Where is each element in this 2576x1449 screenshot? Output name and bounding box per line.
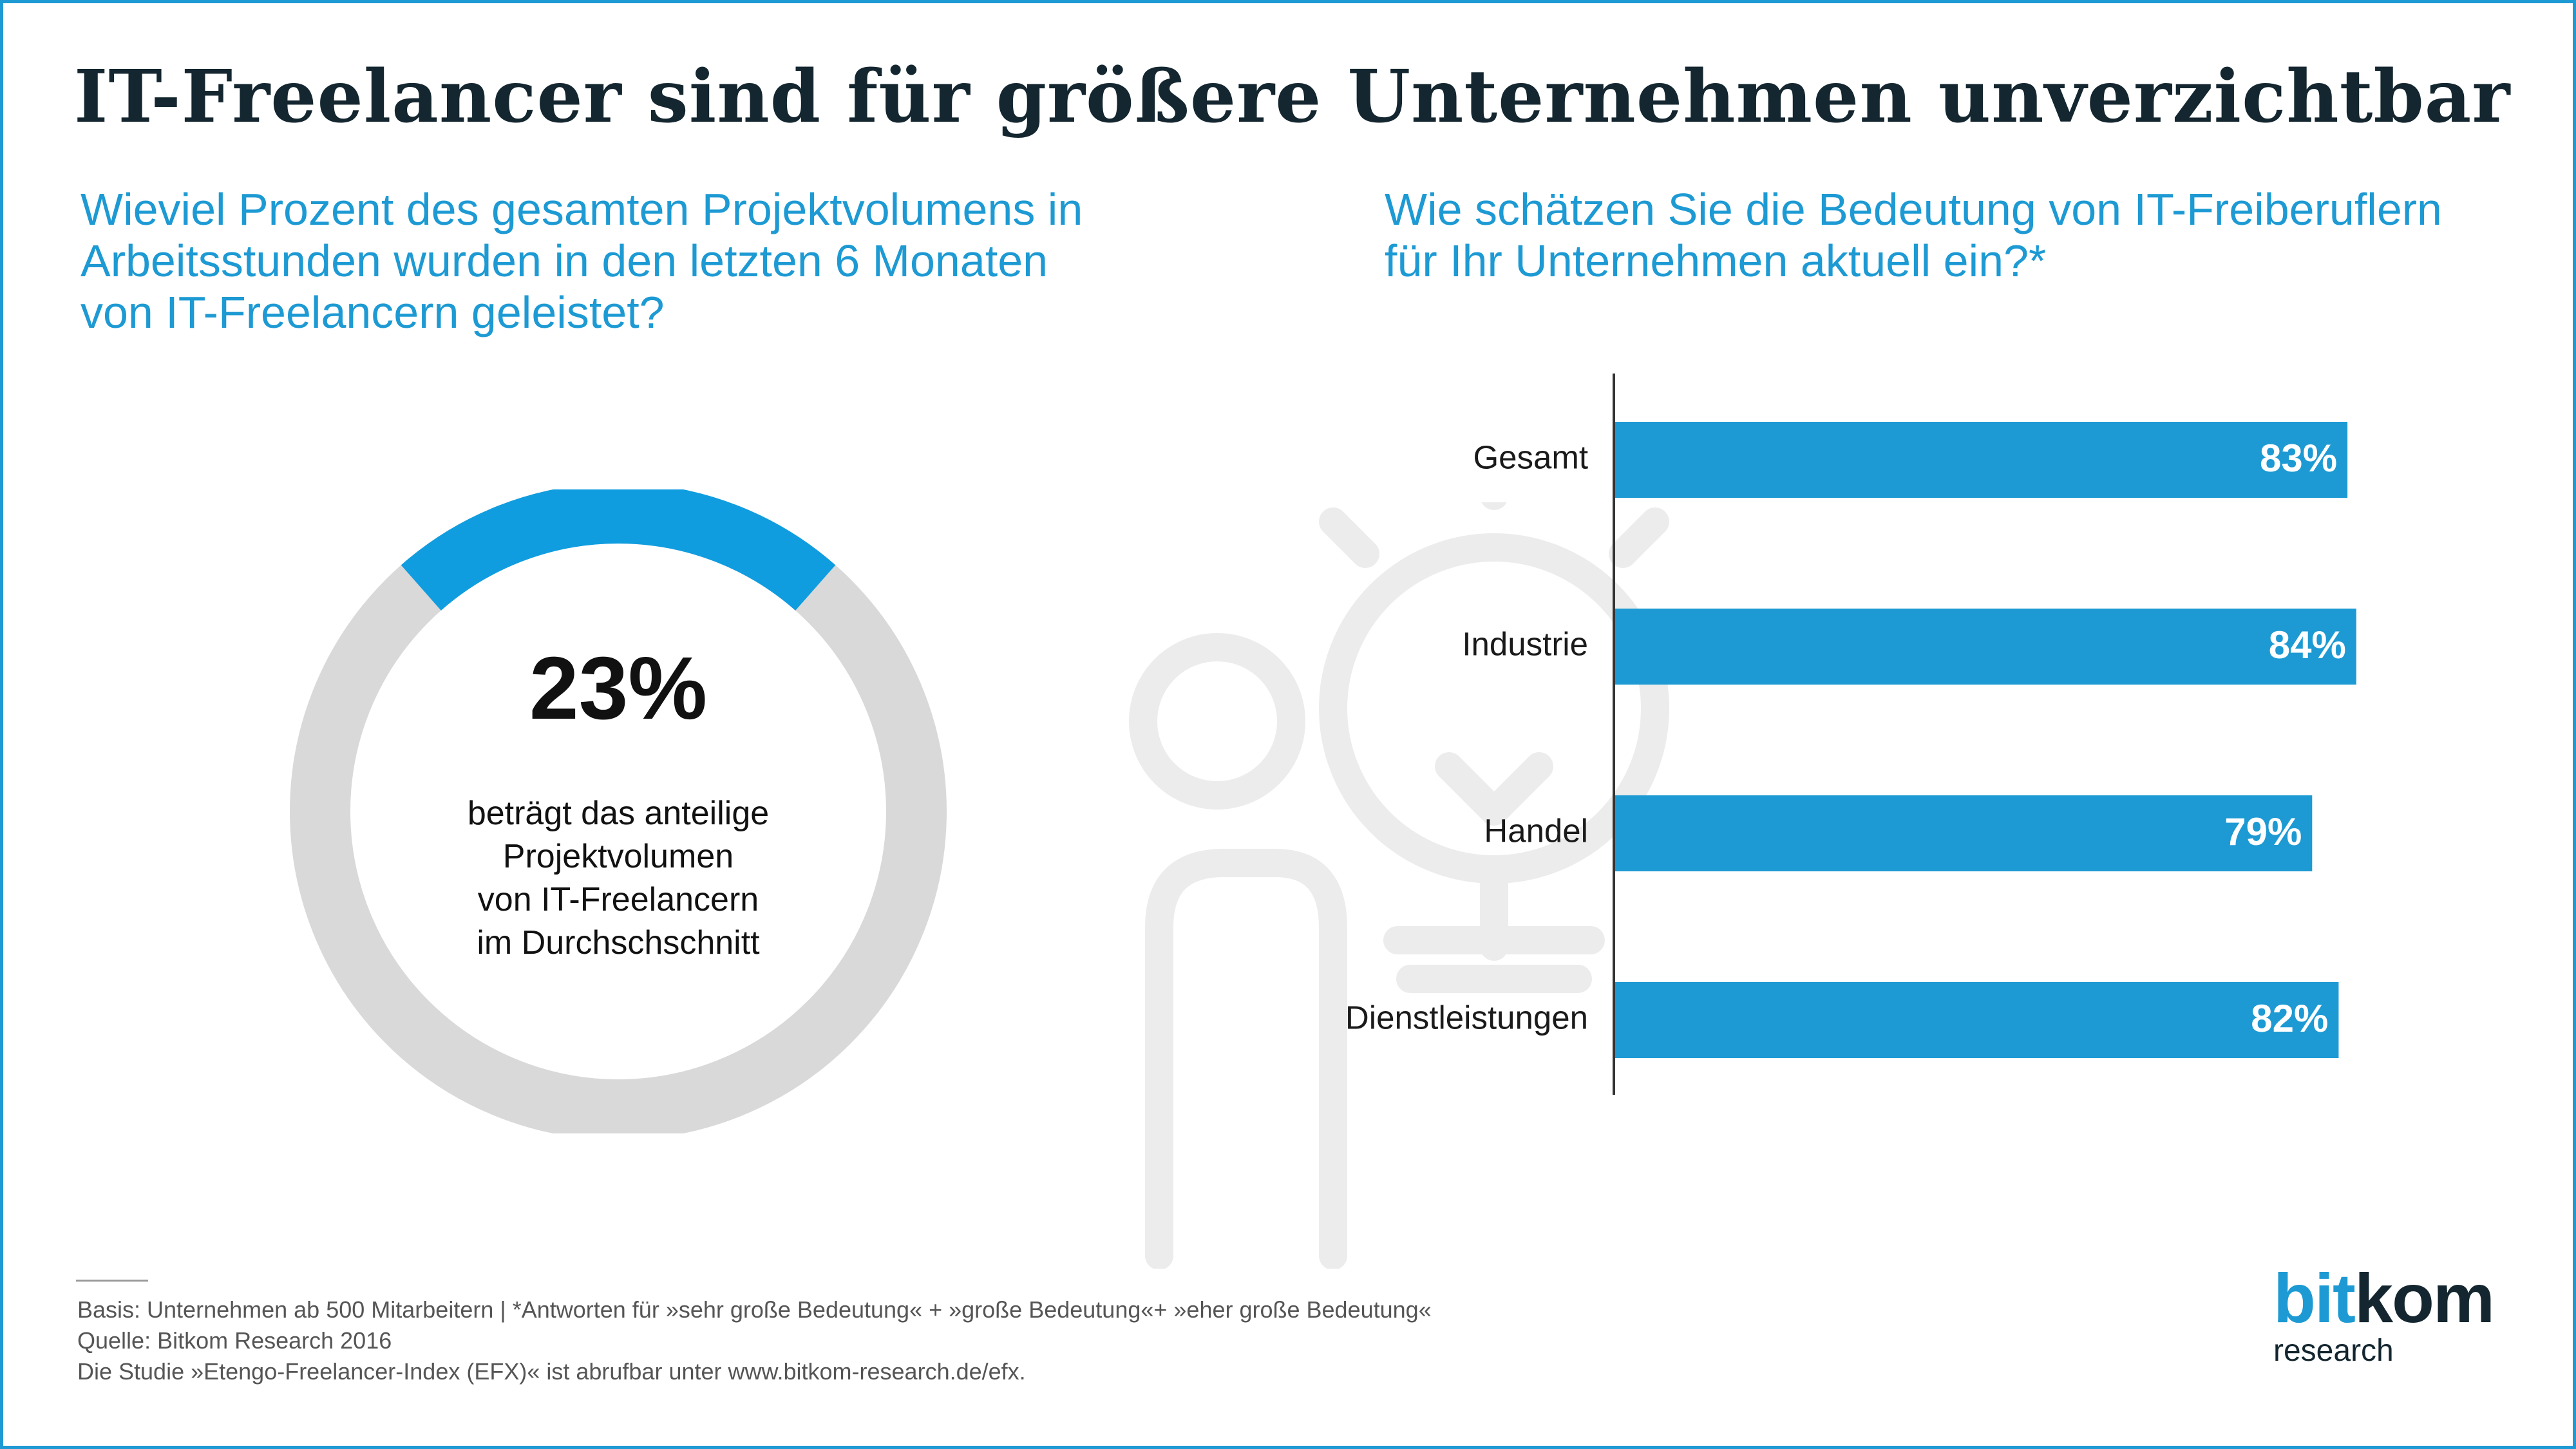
bar-category-label: Gesamt bbox=[1473, 439, 1588, 475]
donut-caption-line: beträgt das anteilige bbox=[467, 795, 770, 832]
bar-value-label: 79% bbox=[2224, 810, 2302, 853]
bar-handel bbox=[1615, 795, 2313, 871]
footer-rule bbox=[76, 1280, 148, 1282]
left-question-line: Arbeitsstunden wurden in den letzten 6 M… bbox=[80, 236, 1048, 286]
donut-caption-line: Projektvolumen bbox=[502, 838, 734, 875]
page-title: IT-Freelancer sind für größere Unternehm… bbox=[74, 55, 2511, 139]
bar-chart: Gesamt 83% Industrie 84% Handel 79% Dienstleis… bbox=[1345, 374, 2356, 1095]
logo-subtitle: research bbox=[2273, 1334, 2394, 1368]
footnote-study: Die Studie »Etengo-Freelancer-Index (EFX… bbox=[77, 1358, 1026, 1385]
footnote-basis: Basis: Unternehmen ab 500 Mitarbeitern |… bbox=[77, 1296, 1432, 1323]
right-question-line: für Ihr Unternehmen aktuell ein?* bbox=[1385, 236, 2047, 286]
donut-caption-line: im Durchschschnitt bbox=[477, 924, 760, 961]
bar-category-label: Handel bbox=[1484, 812, 1588, 849]
donut-caption: beträgt das anteilige Projektvolumen von… bbox=[393, 792, 844, 965]
bar-dienstleistungen bbox=[1615, 982, 2339, 1058]
left-question-line: von IT-Freelancern geleistet? bbox=[80, 287, 665, 337]
bar-category-label: Dienstleistungen bbox=[1345, 999, 1588, 1036]
donut-value-label: 23% bbox=[529, 639, 708, 738]
person-lightbulb-icon bbox=[1129, 502, 1669, 1269]
donut-chart: 23% beträgt das anteilige Projektvolumen… bbox=[283, 489, 953, 1133]
donut-svg bbox=[290, 489, 947, 1133]
bar-value-label: 82% bbox=[2251, 997, 2328, 1040]
right-question: Wie schätzen Sie die Bedeutung von IT-Fr… bbox=[1385, 184, 2512, 287]
bar-value-label: 83% bbox=[2260, 437, 2337, 480]
logo-bit: bit bbox=[2273, 1259, 2356, 1337]
bar-category-label: Industrie bbox=[1462, 625, 1588, 662]
right-question-line: Wie schätzen Sie die Bedeutung von IT-Fr… bbox=[1385, 184, 2442, 234]
bitkom-research-logo: bitkom research bbox=[2273, 1264, 2518, 1368]
left-question-line: Wieviel Prozent des gesamten Projektvolu… bbox=[80, 184, 1083, 234]
footnote-source: Quelle: Bitkom Research 2016 bbox=[77, 1327, 392, 1354]
footnotes: Basis: Unternehmen ab 500 Mitarbeitern |… bbox=[77, 1294, 2009, 1387]
bar-industrie bbox=[1615, 609, 2356, 685]
donut-slice-it-freelancer bbox=[401, 489, 836, 611]
logo-kom: kom bbox=[2354, 1259, 2495, 1337]
bar-gesamt bbox=[1615, 422, 2348, 498]
left-question: Wieviel Prozent des gesamten Projektvolu… bbox=[80, 184, 1208, 338]
donut-caption-line: von IT-Freelancern bbox=[477, 881, 759, 918]
logo-wordmark: bitkom bbox=[2273, 1264, 2518, 1333]
bar-value-label: 84% bbox=[2269, 623, 2346, 667]
